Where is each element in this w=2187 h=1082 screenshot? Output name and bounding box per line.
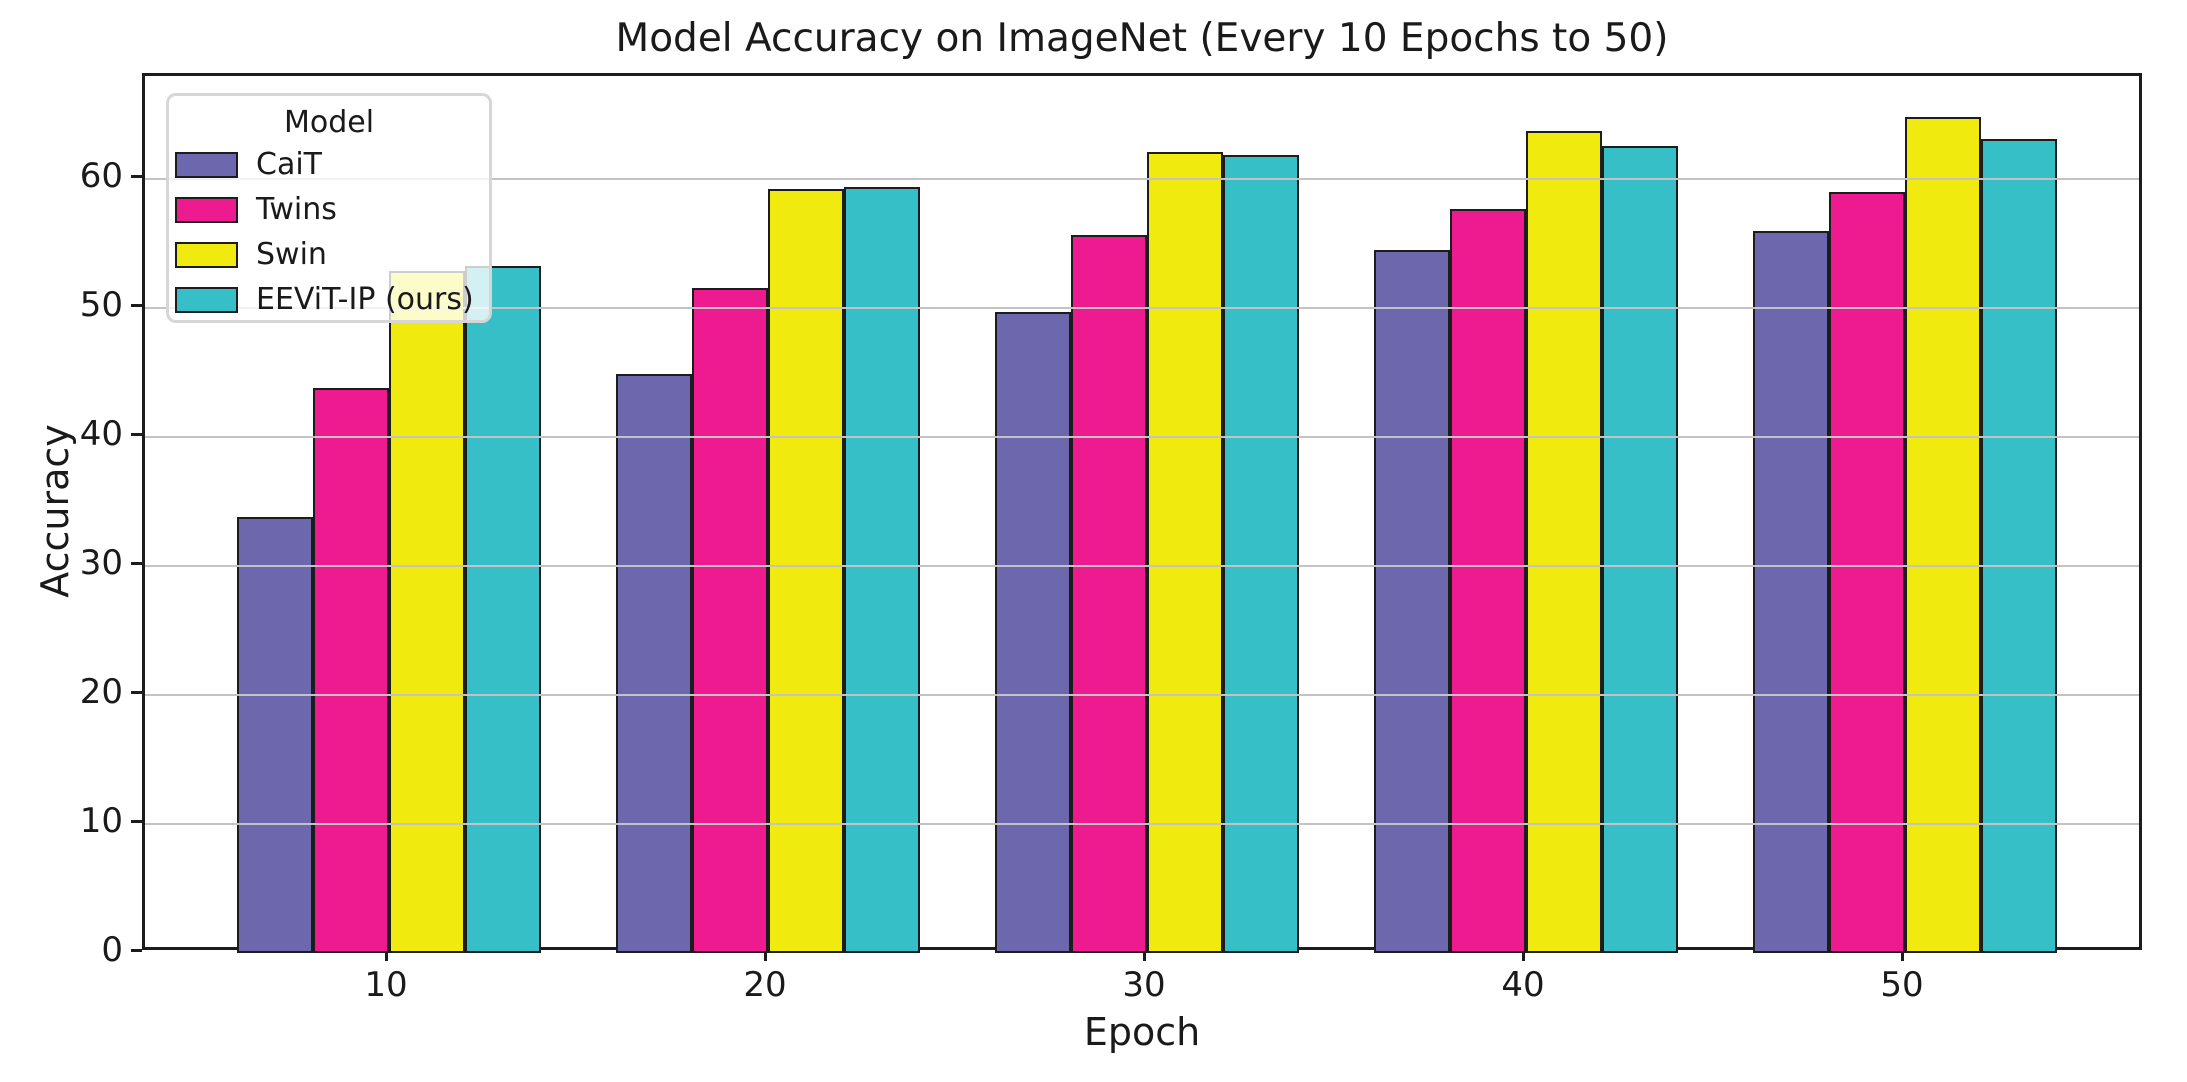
legend-label: Twins — [256, 192, 337, 227]
bar-eevit-ip-ours--epoch-10 — [465, 265, 541, 953]
legend-item-swin: Swin — [169, 232, 489, 277]
ytick-mark-50 — [131, 303, 142, 307]
legend-item-twins: Twins — [169, 187, 489, 232]
ytick-mark-40 — [131, 432, 142, 436]
xtick-mark-40 — [1521, 950, 1525, 961]
bar-swin-epoch-30 — [1147, 152, 1223, 953]
xtick-label-30: 30 — [1122, 965, 1166, 1005]
gridline-y-10 — [145, 822, 2139, 826]
ytick-label-50: 50 — [79, 285, 123, 326]
legend-title: Model — [283, 105, 375, 140]
gridline-y-20 — [145, 693, 2139, 697]
gridline-y-30 — [145, 564, 2139, 568]
xtick-mark-20 — [763, 950, 767, 961]
legend-swatch — [175, 151, 238, 178]
legend-swatch — [175, 286, 238, 313]
bar-cait-epoch-30 — [995, 312, 1071, 953]
bar-twins-epoch-40 — [1450, 208, 1526, 953]
xtick-label-40: 40 — [1501, 965, 1545, 1005]
ytick-mark-60 — [131, 174, 142, 178]
ytick-label-10: 10 — [79, 801, 123, 842]
gridline-y-40 — [145, 435, 2139, 439]
ytick-mark-30 — [131, 561, 142, 565]
bar-eevit-ip-ours--epoch-20 — [844, 186, 920, 953]
bar-swin-epoch-40 — [1526, 131, 1602, 953]
ytick-mark-20 — [131, 690, 142, 694]
ytick-label-30: 30 — [79, 543, 123, 584]
bar-cait-epoch-40 — [1374, 250, 1450, 953]
x-axis-label: Epoch — [1083, 1010, 1201, 1054]
bar-swin-epoch-10 — [389, 270, 465, 953]
bar-cait-epoch-50 — [1753, 230, 1829, 953]
bar-twins-epoch-20 — [692, 287, 768, 953]
legend-label: Swin — [256, 237, 327, 272]
bar-twins-epoch-10 — [313, 388, 389, 953]
bars-layer — [145, 76, 2139, 953]
legend-item-eevit-ip-ours-: EEViT-IP (ours) — [169, 277, 489, 322]
xtick-label-50: 50 — [1880, 965, 1924, 1005]
chart-title: Model Accuracy on ImageNet (Every 10 Epo… — [615, 16, 1669, 61]
ytick-label-20: 20 — [79, 672, 123, 713]
xtick-mark-30 — [1142, 950, 1146, 961]
legend-items: CaiT Twins Swin EEViT-IP (ours) — [169, 142, 489, 322]
legend-item-cait: CaiT — [169, 142, 489, 187]
bar-eevit-ip-ours--epoch-40 — [1602, 145, 1678, 953]
bar-eevit-ip-ours--epoch-50 — [1981, 139, 2057, 953]
bar-cait-epoch-10 — [237, 517, 313, 953]
bar-swin-epoch-50 — [1905, 117, 1981, 953]
legend: Model CaiT Twins Swin EEViT-IP (ours) — [166, 93, 492, 323]
legend-label: CaiT — [256, 147, 322, 182]
xtick-mark-50 — [1900, 950, 1904, 961]
bar-twins-epoch-50 — [1829, 192, 1905, 953]
legend-label: EEViT-IP (ours) — [256, 282, 474, 317]
bar-twins-epoch-30 — [1071, 234, 1147, 953]
xtick-label-20: 20 — [743, 965, 787, 1005]
grid-layer — [145, 76, 2139, 947]
ytick-mark-10 — [131, 819, 142, 823]
ytick-label-40: 40 — [79, 414, 123, 455]
plot-area: Model CaiT Twins Swin EEViT-IP (ours) — [142, 73, 2142, 953]
bar-swin-epoch-20 — [768, 189, 844, 953]
bar-cait-epoch-20 — [616, 373, 692, 953]
gridline-y-50 — [145, 306, 2139, 310]
bar-eevit-ip-ours--epoch-30 — [1223, 154, 1299, 953]
xtick-label-10: 10 — [364, 965, 408, 1005]
gridline-y-60 — [145, 177, 2139, 181]
ytick-mark-0 — [131, 948, 142, 952]
ytick-label-0: 0 — [101, 930, 123, 970]
legend-swatch — [175, 241, 238, 268]
legend-swatch — [175, 196, 238, 223]
xtick-mark-10 — [384, 950, 388, 961]
ytick-label-60: 60 — [79, 156, 123, 197]
